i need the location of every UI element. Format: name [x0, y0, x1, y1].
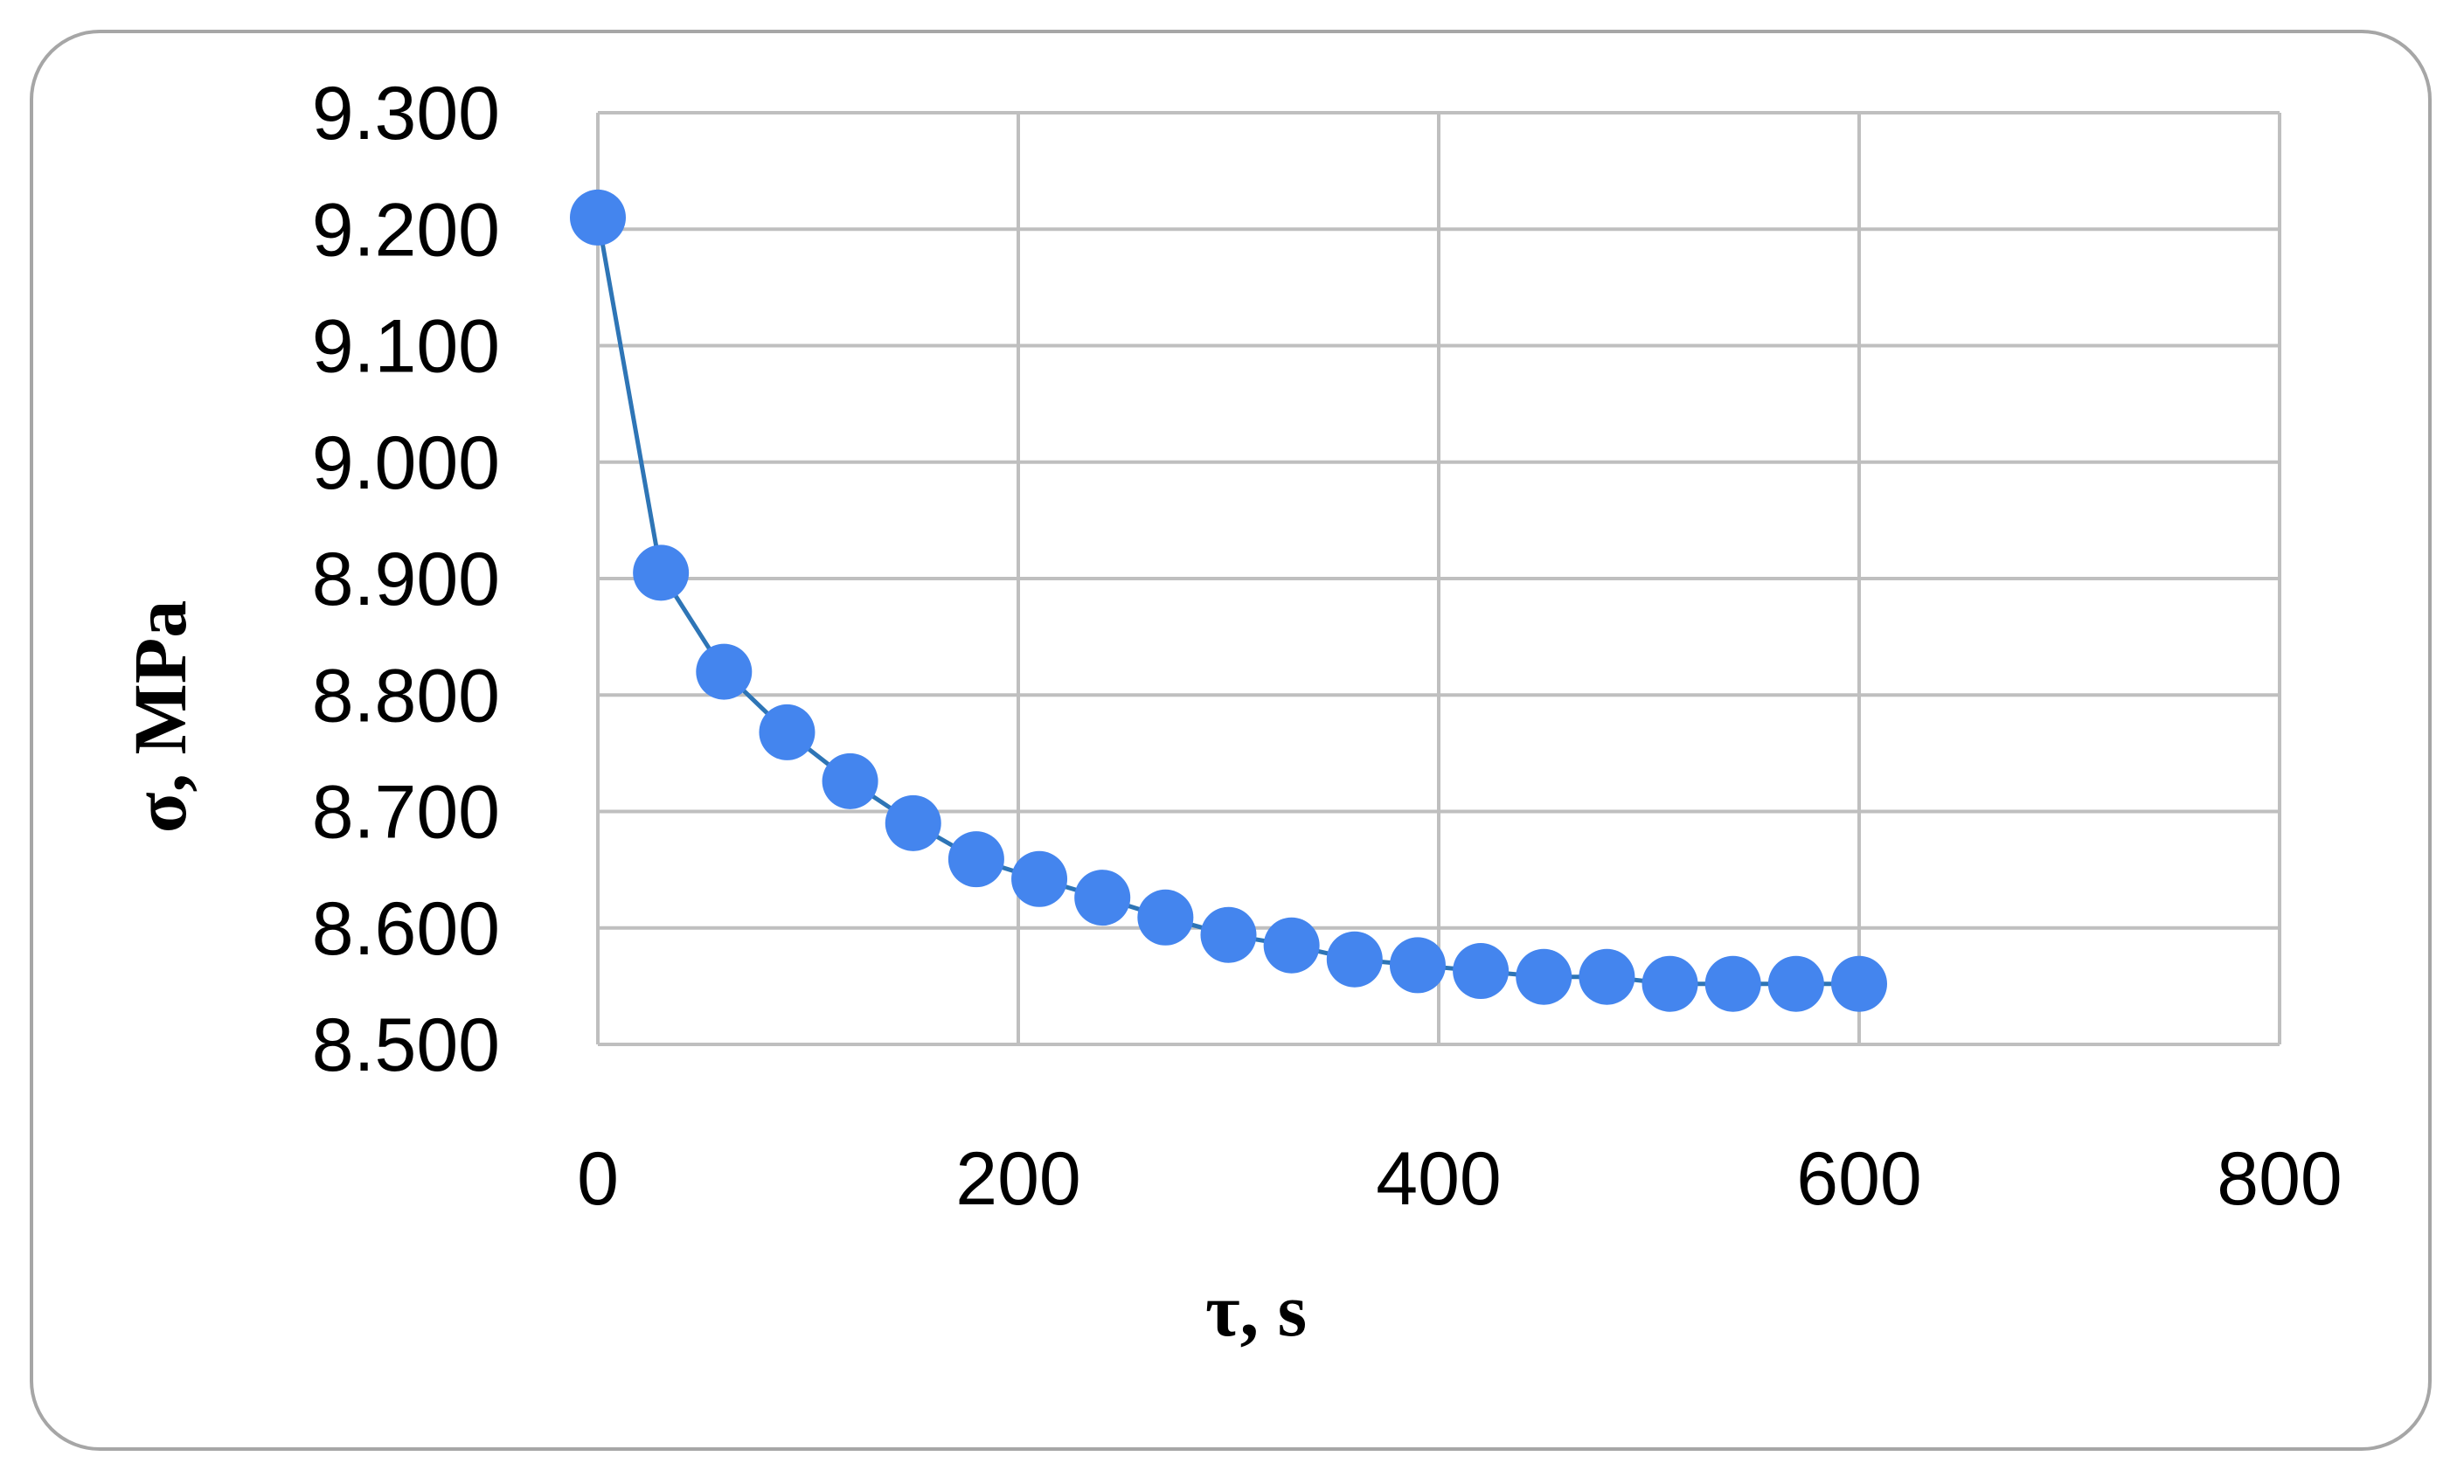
data-point: [822, 752, 878, 809]
data-point: [1453, 943, 1510, 1000]
axes: [596, 113, 2280, 1046]
data-point: [1704, 955, 1761, 1012]
data-point: [1326, 931, 1383, 988]
y-tick-label: 8.700: [312, 771, 500, 855]
data-point: [1767, 955, 1824, 1012]
data-point: [633, 544, 690, 601]
y-tick-label: 9.000: [312, 421, 500, 505]
data-point: [1263, 917, 1320, 974]
data-point: [1389, 937, 1446, 994]
x-tick-label: 800: [2217, 1137, 2343, 1221]
data-point: [1200, 906, 1257, 963]
data-point: [1074, 870, 1131, 926]
data-point: [1011, 850, 1068, 907]
y-tick-label: 9.200: [312, 188, 500, 272]
series: [570, 189, 1887, 1012]
x-axis-title: τ, s: [1205, 1268, 1307, 1352]
y-tick-label: 8.800: [312, 654, 500, 738]
x-tick-labels: 0 200 400 600 800: [577, 1137, 2343, 1221]
data-point: [1579, 948, 1635, 1005]
x-tick-label: 600: [1796, 1137, 1922, 1221]
series-line: [595, 217, 1859, 987]
y-tick-labels: 8.500 8.600 8.700 8.800 8.900 9.000 9.100 9.200…: [312, 72, 500, 1087]
x-tick-label: 200: [955, 1137, 1081, 1221]
y-tick-label: 9.100: [312, 305, 500, 389]
data-point: [1642, 955, 1698, 1012]
data-point: [947, 831, 1004, 888]
y-axis-title: σ, MPa: [118, 600, 202, 833]
y-tick-label: 8.600: [312, 887, 500, 971]
y-tick-label: 8.500: [312, 1003, 500, 1087]
x-tick-label: 400: [1376, 1137, 1502, 1221]
y-tick-label: 8.900: [312, 537, 500, 621]
data-point: [759, 704, 816, 760]
grid: [598, 111, 2281, 1044]
data-point: [1137, 889, 1194, 946]
data-point: [885, 794, 941, 851]
y-tick-label: 9.300: [312, 72, 500, 156]
data-point: [696, 643, 753, 700]
data-point: [570, 189, 626, 246]
data-point: [1516, 948, 1572, 1005]
chart-frame: [30, 30, 2432, 1451]
x-tick-label: 0: [577, 1137, 619, 1221]
data-point: [1831, 955, 1887, 1012]
